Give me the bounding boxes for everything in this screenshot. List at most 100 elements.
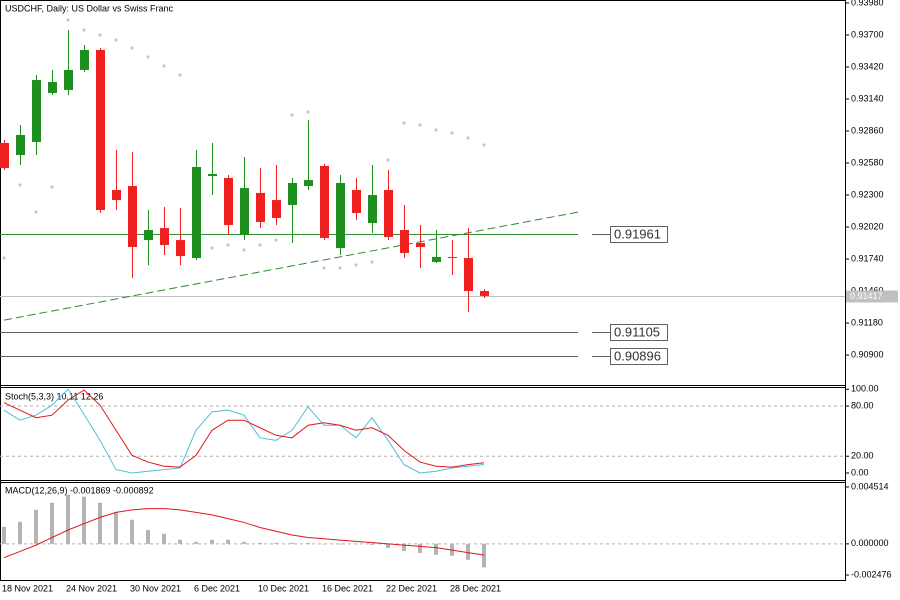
histogram-bar xyxy=(370,543,374,545)
candle-body xyxy=(16,135,25,156)
candle-body xyxy=(288,183,297,205)
histogram-bar xyxy=(194,541,198,544)
candle-body xyxy=(0,143,9,169)
candle-body xyxy=(80,49,89,70)
candle-body xyxy=(64,69,73,90)
indicator-line xyxy=(3,389,485,468)
y-tick-label: -0.002476 xyxy=(851,569,892,579)
sar-dot xyxy=(2,256,6,260)
candle-body xyxy=(400,229,409,253)
chart-title: USDCHF, Daily: US Dollar vs Swiss Franc xyxy=(5,3,174,13)
sar-dot xyxy=(322,266,326,270)
sar-dot xyxy=(50,185,54,189)
sar-dot xyxy=(82,28,86,32)
candle-body xyxy=(240,188,249,236)
y-tick-label: 0.004514 xyxy=(851,481,889,491)
candle-body xyxy=(448,256,457,259)
candle-body xyxy=(208,173,217,177)
line-label: 0.91105 xyxy=(614,324,660,339)
candle-body xyxy=(224,177,233,225)
sar-dot xyxy=(434,128,438,132)
candle-body xyxy=(128,185,137,248)
candle-body xyxy=(32,80,41,142)
candle-body xyxy=(480,291,489,296)
x-tick-label: 28 Dec 2021 xyxy=(450,583,501,593)
y-tick-label: 0.92300 xyxy=(851,189,884,199)
sar-dot xyxy=(66,18,70,22)
sar-dot xyxy=(130,46,134,50)
histogram-bar xyxy=(82,496,86,544)
histogram-bar xyxy=(402,543,406,551)
line-label-box xyxy=(610,324,668,341)
y-tick-label: 0.92020 xyxy=(851,221,884,231)
candle-body xyxy=(48,81,57,93)
histogram-bar xyxy=(482,543,486,568)
histogram-bar xyxy=(146,529,150,544)
y-tick-label: 0.91180 xyxy=(851,317,883,327)
x-tick-label: 10 Dec 2021 xyxy=(258,583,309,593)
candle-body xyxy=(96,49,105,210)
histogram-bar xyxy=(386,543,390,548)
candle-body xyxy=(432,256,441,263)
sar-dot xyxy=(146,55,150,59)
candle-body xyxy=(336,183,345,249)
histogram-bar xyxy=(322,543,326,545)
sar-dot xyxy=(290,113,294,117)
candle-body xyxy=(320,165,329,238)
sar-dot xyxy=(162,64,166,68)
x-tick-label: 18 Nov 2021 xyxy=(2,583,53,593)
sar-dot xyxy=(306,110,310,114)
histogram-bar xyxy=(226,539,230,544)
histogram-bar xyxy=(242,541,246,544)
candle-body xyxy=(192,167,201,259)
x-tick-label: 24 Nov 2021 xyxy=(66,583,117,593)
sar-dot xyxy=(18,183,22,187)
histogram-bar xyxy=(354,543,358,545)
sar-dot xyxy=(242,248,246,252)
sar-dot xyxy=(354,263,358,267)
x-tick-label: 16 Dec 2021 xyxy=(322,583,373,593)
histogram-bar xyxy=(178,539,182,544)
histogram-bar xyxy=(274,542,278,544)
y-tick-label: 0.92580 xyxy=(851,157,884,167)
bid-label-box xyxy=(846,290,898,303)
y-tick-label: 80.00 xyxy=(851,400,874,410)
y-tick-label: 20.00 xyxy=(851,451,874,461)
histogram-bar xyxy=(466,543,470,560)
indicator-line xyxy=(3,388,485,474)
indicator-title: Stoch(5,3,3) 10.11 12.26 xyxy=(5,391,103,401)
histogram-bar xyxy=(114,511,118,544)
trendline xyxy=(3,211,579,321)
sar-dot xyxy=(98,33,102,37)
sar-dot xyxy=(466,136,470,140)
candle-body xyxy=(464,258,473,292)
histogram-bar xyxy=(34,509,38,544)
histogram-bar xyxy=(50,502,54,544)
histogram-bar xyxy=(258,542,262,544)
candle-body xyxy=(368,195,377,224)
histogram-bar xyxy=(2,526,6,544)
bid-label: 0.91417 xyxy=(850,291,883,301)
sar-dot xyxy=(178,73,182,77)
candle-body xyxy=(176,240,185,257)
candle-body xyxy=(144,229,153,241)
candle-body xyxy=(256,192,265,222)
histogram-bar xyxy=(290,542,294,544)
indicator-title: MACD(12,26,9) -0.001869 -0.000892 xyxy=(5,485,154,495)
histogram-bar xyxy=(210,539,214,544)
histogram-bar xyxy=(66,494,70,544)
histogram-bar xyxy=(130,519,134,544)
y-tick-label: 0.000000 xyxy=(851,538,889,548)
y-tick-label: 0.91740 xyxy=(851,253,884,263)
sar-dot xyxy=(338,266,342,270)
candle-body xyxy=(304,180,313,186)
candle-body xyxy=(352,189,361,213)
y-tick-label: 100.00 xyxy=(851,384,879,394)
line-label: 0.90896 xyxy=(614,348,661,363)
histogram-bar xyxy=(418,543,422,553)
sar-dot xyxy=(402,121,406,125)
y-tick-label: 0.90900 xyxy=(851,349,884,359)
y-tick-label: 0.93980 xyxy=(851,0,884,7)
